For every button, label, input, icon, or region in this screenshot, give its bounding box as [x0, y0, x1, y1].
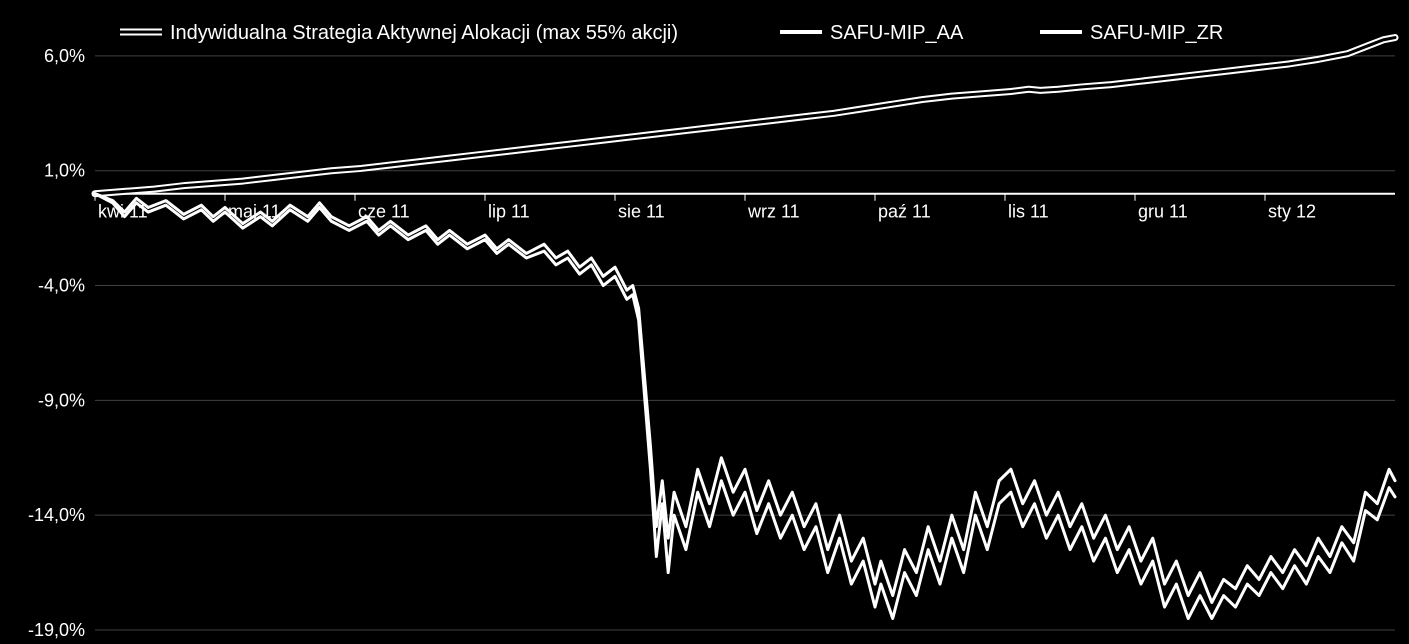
x-tick-label: lip 11 — [488, 202, 530, 222]
x-tick-label: paź 11 — [878, 202, 931, 222]
x-tick-label: lis 11 — [1008, 202, 1049, 222]
x-tick-label: sty 12 — [1268, 202, 1316, 222]
legend-label: Indywidualna Strategia Aktywnej Alokacji… — [170, 22, 678, 44]
x-tick-label: sie 11 — [618, 202, 665, 222]
y-tick-label: -14,0% — [28, 505, 85, 525]
legend-label: SAFU-MIP_ZR — [1090, 22, 1223, 44]
y-tick-label: -9,0% — [38, 390, 85, 410]
x-tick-label: gru 11 — [1138, 202, 1188, 222]
legend-label: SAFU-MIP_AA — [830, 22, 964, 44]
y-tick-label: -19,0% — [28, 620, 85, 640]
y-tick-label: 1,0% — [44, 161, 85, 181]
chart-canvas: -19,0%-14,0%-9,0%-4,0%1,0%6,0%kwi 11maj … — [0, 0, 1409, 644]
y-tick-label: -4,0% — [38, 276, 85, 296]
x-tick-label: wrz 11 — [747, 202, 800, 222]
y-tick-label: 6,0% — [44, 46, 85, 66]
line-chart: -19,0%-14,0%-9,0%-4,0%1,0%6,0%kwi 11maj … — [0, 0, 1409, 644]
